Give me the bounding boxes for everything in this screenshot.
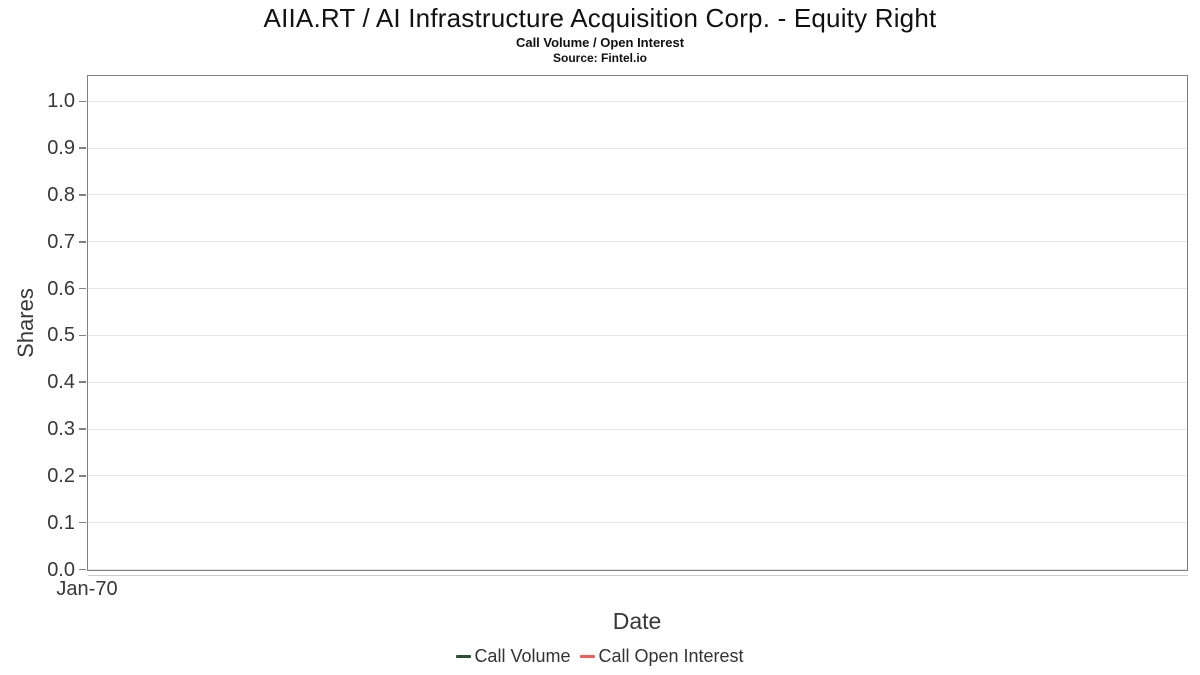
gridline — [88, 194, 1187, 196]
chart-title: AIIA.RT / AI Infrastructure Acquisition … — [263, 3, 937, 33]
y-tick-label: 0.5 — [47, 324, 75, 347]
chart-subtitle: Call Volume / Open Interest — [515, 35, 685, 50]
gridline — [88, 147, 1187, 149]
gridline — [88, 241, 1187, 243]
plot-area — [87, 75, 1188, 571]
legend-line-swatch — [580, 655, 596, 658]
y-tick-mark — [79, 287, 86, 290]
y-tick-mark — [79, 194, 86, 196]
y-tick-mark — [79, 475, 86, 477]
gridline — [88, 381, 1187, 383]
gridline — [88, 475, 1187, 477]
legend: Call Volume Call Open Interest — [0, 646, 1200, 667]
y-tick-mark — [79, 568, 86, 571]
y-tick-mark — [79, 147, 86, 149]
y-tick-mark — [79, 241, 86, 243]
y-tick-mark — [79, 381, 86, 383]
y-tick-label: 0.2 — [47, 464, 75, 487]
y-tick-label: 0.3 — [47, 418, 75, 441]
x-tick-label: Jan-70 — [56, 578, 118, 600]
y-tick-label: 1.0 — [47, 90, 75, 113]
y-tick-label: 0.8 — [47, 183, 75, 206]
legend-label: Call Open Interest — [598, 646, 744, 666]
gridline — [88, 288, 1187, 290]
x-axis-line — [88, 575, 1188, 576]
gridline — [88, 100, 1187, 102]
y-tick-label: 0.4 — [47, 371, 75, 394]
y-tick-mark — [79, 428, 86, 430]
y-tick-mark — [79, 334, 86, 337]
y-axis-label: Shares — [13, 288, 38, 358]
legend-line-swatch — [456, 655, 472, 658]
legend-label: Call Volume — [474, 646, 571, 666]
y-tick-mark — [79, 521, 86, 524]
gridline — [88, 569, 1187, 570]
y-tick-label: 0.9 — [47, 137, 75, 160]
x-axis-label: Date — [612, 608, 662, 634]
chart-source-credit: Source: Fintel.io — [552, 51, 647, 65]
gridline — [88, 334, 1187, 336]
gridline — [88, 428, 1187, 430]
gridline — [88, 522, 1187, 524]
legend-item-call-volume[interactable]: Call Volume — [456, 646, 570, 667]
y-tick-mark — [79, 100, 86, 103]
y-tick-label: 0.7 — [47, 230, 75, 253]
y-tick-label: 0.6 — [47, 277, 75, 300]
legend-item-call-open-interest[interactable]: Call Open Interest — [580, 646, 744, 667]
y-tick-label: 0.1 — [47, 511, 75, 534]
y-tick-label: 0.0 — [47, 558, 75, 581]
